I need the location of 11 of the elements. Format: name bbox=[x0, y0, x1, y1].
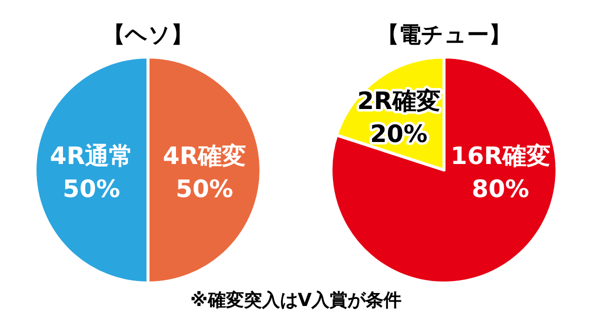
slice-label: 4R確変 bbox=[162, 142, 246, 170]
data-label: 50% bbox=[176, 175, 234, 203]
data-label: 50% bbox=[62, 175, 120, 203]
slice-label: 4R通常 bbox=[50, 142, 134, 170]
slice-label: 2R確変 bbox=[357, 87, 440, 116]
chart-title: 【ヘソ】 bbox=[103, 23, 193, 48]
text: ※確変突入はV入賞が条件 bbox=[190, 290, 402, 311]
data-label: 20% bbox=[370, 120, 428, 148]
slice-label: 16R確変 bbox=[450, 142, 550, 170]
chart-title: 【電チュー】 bbox=[377, 23, 511, 48]
data-label: 80% bbox=[472, 175, 530, 203]
